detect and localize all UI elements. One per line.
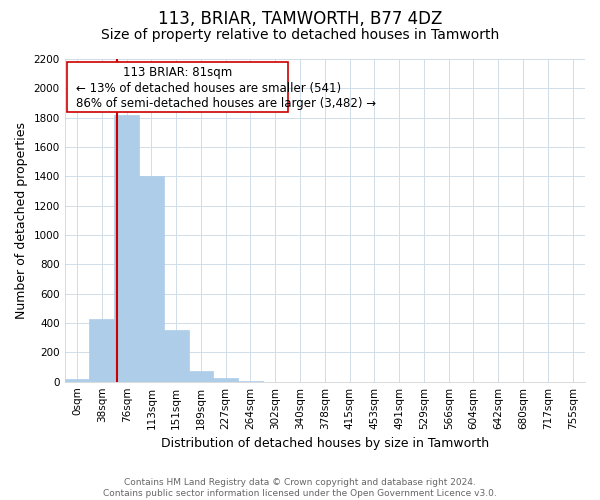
Bar xyxy=(214,378,238,382)
Text: Size of property relative to detached houses in Tamworth: Size of property relative to detached ho… xyxy=(101,28,499,42)
Bar xyxy=(114,114,139,382)
FancyBboxPatch shape xyxy=(67,62,287,112)
Bar xyxy=(89,318,114,382)
Bar xyxy=(188,370,214,382)
Bar xyxy=(238,381,263,382)
Text: 113 BRIAR: 81sqm: 113 BRIAR: 81sqm xyxy=(123,66,232,80)
Text: Contains HM Land Registry data © Crown copyright and database right 2024.
Contai: Contains HM Land Registry data © Crown c… xyxy=(103,478,497,498)
Text: ← 13% of detached houses are smaller (541): ← 13% of detached houses are smaller (54… xyxy=(76,82,341,95)
Bar xyxy=(65,380,89,382)
X-axis label: Distribution of detached houses by size in Tamworth: Distribution of detached houses by size … xyxy=(161,437,489,450)
Y-axis label: Number of detached properties: Number of detached properties xyxy=(15,122,28,319)
Text: 113, BRIAR, TAMWORTH, B77 4DZ: 113, BRIAR, TAMWORTH, B77 4DZ xyxy=(158,10,442,28)
Bar xyxy=(139,176,164,382)
Bar xyxy=(164,330,188,382)
Text: 86% of semi-detached houses are larger (3,482) →: 86% of semi-detached houses are larger (… xyxy=(76,97,376,110)
